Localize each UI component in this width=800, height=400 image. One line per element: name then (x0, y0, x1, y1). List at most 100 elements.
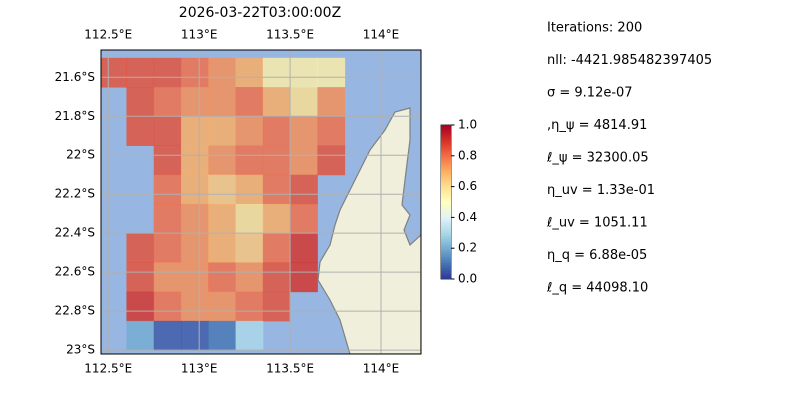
y-tick-label: 22.2°S (55, 187, 95, 201)
cell (153, 291, 182, 322)
y-tick-label: 22°S (66, 148, 95, 162)
colorbar-step (441, 177, 451, 180)
x-tick-label: 113°E (181, 28, 218, 42)
cell (153, 233, 182, 263)
cell (317, 57, 346, 88)
colorbar-step (441, 131, 451, 134)
cell (181, 262, 209, 293)
cell (262, 233, 291, 263)
cell (290, 233, 318, 263)
colorbar-step (441, 161, 451, 164)
cell (153, 320, 182, 351)
colorbar-step (441, 169, 451, 172)
cell (208, 57, 237, 88)
cell (181, 174, 209, 205)
cell (126, 57, 155, 88)
y-tick-label: 21.6°S (55, 70, 95, 84)
y-tick-label: 23°S (66, 343, 95, 357)
cell (208, 145, 237, 176)
colorbar-step (441, 159, 451, 162)
cell (317, 116, 346, 146)
cell (290, 174, 318, 205)
colorbar-step (441, 179, 451, 182)
colorbar-step (441, 233, 451, 236)
cell (235, 262, 264, 293)
colorbar-step (441, 195, 451, 198)
colorbar-step (441, 187, 451, 190)
colorbar-step (441, 273, 451, 276)
x-tick-label: 114°E (363, 28, 400, 42)
annotation: ℓ_ψ = 32300.05 (546, 151, 649, 166)
colorbar-step (441, 143, 451, 146)
colorbar-tick-label: 1.0 (458, 118, 477, 132)
cell (290, 116, 318, 146)
cell (126, 320, 155, 351)
x-tick-label: 112.5°E (84, 362, 132, 376)
cell (290, 57, 318, 88)
colorbar-step (441, 197, 451, 200)
map-frame (100, 49, 422, 355)
colorbar-step (441, 183, 451, 186)
cell (262, 291, 291, 322)
colorbar-step (441, 275, 451, 278)
annotation: ,η_ψ = 4814.91 (547, 118, 647, 133)
colorbar-step (441, 255, 451, 258)
colorbar-step (441, 219, 451, 222)
cell (181, 233, 209, 263)
colorbar-step (441, 247, 451, 250)
colorbar-step (441, 249, 451, 252)
cell (126, 262, 155, 293)
colorbar-step (441, 259, 451, 262)
cell (235, 145, 264, 176)
colorbar-step (441, 155, 451, 158)
cell (290, 262, 318, 293)
colorbar-step (441, 167, 451, 170)
colorbar-step (441, 211, 451, 214)
annotation: η_q = 6.88e-05 (547, 248, 647, 263)
cell (317, 145, 346, 176)
cell (126, 233, 155, 263)
colorbar-step (441, 269, 451, 272)
cell (208, 233, 237, 263)
chart-title: 2026-03-22T03:00:00Z (179, 5, 341, 21)
cell (262, 57, 291, 88)
x-tick-label: 113.5°E (266, 362, 314, 376)
annotation: η_uv = 1.33e-01 (547, 183, 655, 198)
cell (181, 203, 209, 234)
cell (126, 291, 155, 322)
colorbar-step (441, 185, 451, 188)
field (101, 57, 346, 351)
colorbar-step (441, 227, 451, 230)
colorbar-step (441, 239, 451, 242)
cell (290, 203, 318, 234)
colorbar-step (441, 141, 451, 144)
colorbar-step (441, 157, 451, 160)
y-tick-label: 22.4°S (55, 226, 95, 240)
cell (153, 116, 182, 146)
y-tick-label: 22.6°S (55, 265, 95, 279)
x-tick-label: 112.5°E (84, 28, 132, 42)
colorbar-step (441, 223, 451, 226)
cell (208, 203, 237, 234)
colorbar-step (441, 277, 451, 280)
colorbar-step (441, 193, 451, 196)
colorbar-step (441, 229, 451, 232)
colorbar-step (441, 133, 451, 136)
colorbar-step (441, 165, 451, 168)
colorbar-step (441, 207, 451, 210)
cell (126, 87, 155, 117)
cell (153, 174, 182, 205)
cell (235, 87, 264, 117)
colorbar-step (441, 127, 451, 130)
cell (235, 320, 264, 351)
colorbar-step (441, 241, 451, 244)
colorbar-step (441, 149, 451, 152)
colorbar-step (441, 181, 451, 184)
cell (208, 320, 237, 351)
cell (262, 87, 291, 117)
colorbar-step (441, 203, 451, 206)
colorbar-step (441, 271, 451, 274)
annotation: ℓ_uv = 1051.11 (546, 216, 648, 231)
colorbar-step (441, 129, 451, 132)
gridlines (101, 50, 421, 354)
